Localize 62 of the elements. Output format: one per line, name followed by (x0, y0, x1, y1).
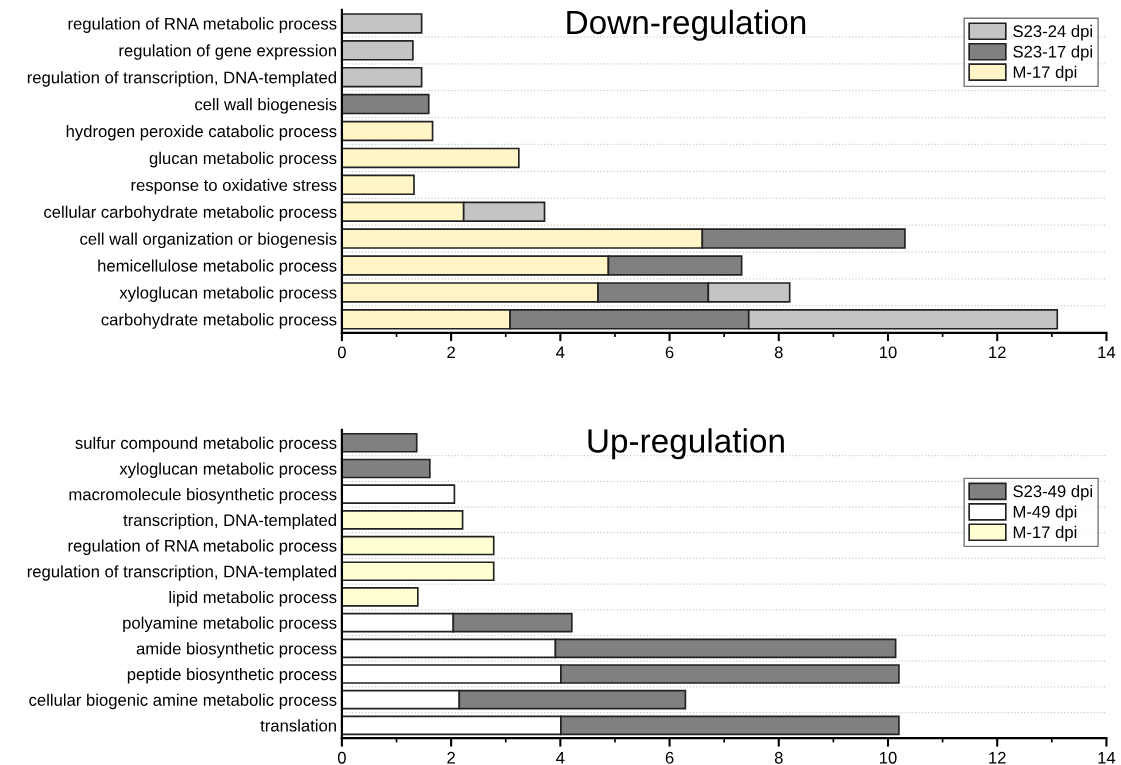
y-tick-label: transcription, DNA-templated (123, 513, 336, 530)
chart-title: Down-regulation (567, 9, 806, 41)
chart-title: Up-regulation (588, 428, 784, 460)
y-tick-label: peptide biosynthetic process (127, 667, 337, 684)
y-tick-label: hydrogen peroxide catabolic process (66, 124, 337, 141)
y-tick-label: cellular biogenic amine metabolic process (29, 693, 337, 710)
bar (341, 13, 423, 34)
legend-label: M-49 dpi (1013, 505, 1077, 521)
bar (341, 535, 495, 556)
x-tick-label: 8 (774, 751, 783, 764)
bar (341, 174, 415, 196)
y-tick-label: lipid metabolic process (169, 590, 337, 607)
legend-label: S23-24 dpi (1013, 24, 1092, 41)
x-tick-label: 4 (556, 752, 565, 764)
x-tick-label: 10 (879, 346, 897, 359)
legend-label: M-17 dpi (1013, 65, 1077, 82)
y-tick-label: cell wall organization or biogenesis (80, 232, 337, 249)
y-tick-label: carbohydrate metabolic process (101, 313, 337, 329)
bar (341, 587, 419, 607)
x-tick-label: 12 (989, 346, 1006, 359)
y-tick-label: regulation of gene expression (119, 44, 336, 60)
x-tick-label: 10 (879, 751, 897, 764)
x-tick-label: 2 (447, 751, 455, 764)
bar (341, 484, 456, 504)
y-tick-label: macromolecule biosynthetic process (69, 488, 337, 504)
bar (341, 66, 423, 88)
x-tick-label: 6 (665, 751, 674, 764)
y-tick-label: polyamine metabolic process (123, 616, 337, 633)
legend-label: S23-49 dpi (1013, 484, 1092, 501)
bar (341, 93, 430, 115)
bar (341, 147, 520, 169)
x-tick-label: 12 (989, 751, 1006, 764)
x-tick-label: 0 (337, 346, 346, 359)
x-tick-label: 14 (1098, 752, 1116, 764)
y-tick-label: cellular carbohydrate metabolic process (44, 205, 337, 222)
bar (341, 510, 464, 530)
y-tick-label: glucan metabolic process (149, 151, 337, 168)
bar (341, 432, 418, 453)
x-tick-label: 8 (774, 346, 783, 359)
y-tick-label: response to oxidative stress (131, 178, 337, 195)
y-tick-label: sulfur compound metabolic process (75, 436, 337, 453)
y-tick-label: hemicellulose metabolic process (98, 259, 337, 276)
bar (341, 458, 431, 479)
y-tick-label: xyloglucan metabolic process (119, 462, 337, 478)
x-tick-label: 4 (556, 346, 565, 359)
bar (341, 120, 434, 142)
legend-label: S23-17 dpi (1013, 45, 1092, 61)
y-tick-label: regulation of transcription, DNA-templated (27, 71, 336, 87)
x-tick-label: 6 (665, 346, 674, 359)
y-tick-label: regulation of transcription, DNA-templated (27, 565, 336, 581)
x-tick-label: 0 (337, 751, 346, 764)
x-tick-label: 14 (1098, 346, 1116, 359)
y-tick-label: amide biosynthetic process (136, 642, 337, 658)
y-tick-label: cell wall biogenesis (195, 98, 337, 114)
bar (341, 561, 495, 582)
y-tick-label: translation (260, 719, 336, 732)
y-tick-label: xyloglucan metabolic process (119, 286, 337, 302)
legend-label: M-17 dpi (1013, 525, 1077, 542)
y-tick-label: regulation of RNA metabolic process (68, 539, 337, 556)
y-tick-label: regulation of RNA metabolic process (68, 17, 337, 33)
bar (341, 40, 414, 61)
x-tick-label: 2 (447, 346, 455, 359)
